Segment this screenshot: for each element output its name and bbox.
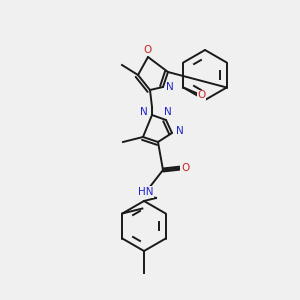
- Text: O: O: [143, 45, 151, 55]
- Text: O: O: [197, 91, 206, 100]
- Text: N: N: [164, 107, 172, 117]
- Text: N: N: [176, 126, 184, 136]
- Text: O: O: [181, 163, 189, 173]
- Text: N: N: [166, 82, 174, 92]
- Text: HN: HN: [138, 187, 154, 197]
- Text: N: N: [140, 107, 148, 117]
